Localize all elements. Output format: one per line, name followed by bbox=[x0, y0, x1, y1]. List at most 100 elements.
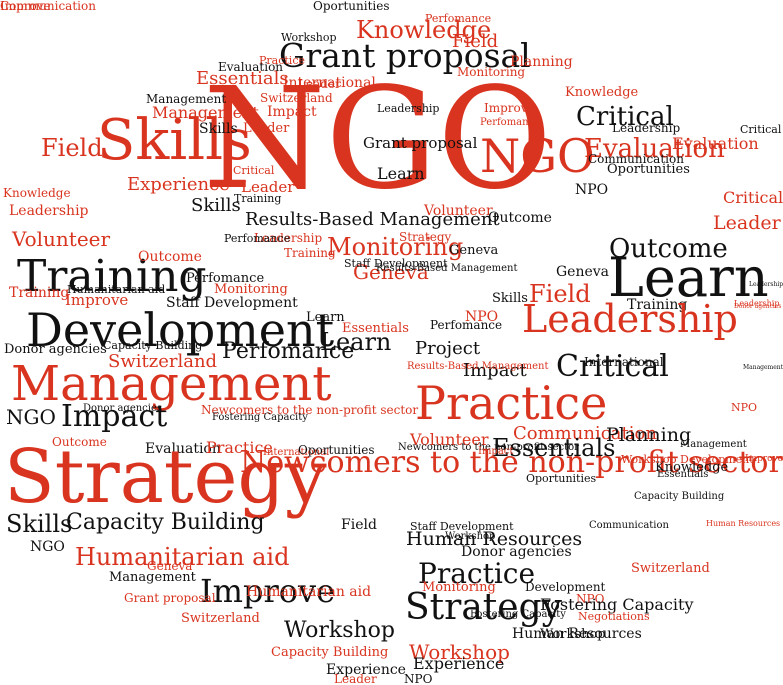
word-fostering-capacity-47: Fostering Capacity bbox=[212, 412, 308, 423]
word-evaluation-11: Evaluation bbox=[584, 134, 725, 164]
word-donor-agencies-122: Donor agencies bbox=[461, 544, 572, 560]
word-management-42: Management bbox=[11, 356, 332, 412]
word-learn-35: Learn bbox=[306, 310, 345, 325]
word-outcome-101: Outcome bbox=[609, 234, 728, 264]
word-perfomance-109: Perfomance bbox=[430, 318, 503, 332]
word-field-58: Field bbox=[341, 517, 377, 533]
word-leadership-148: Leadership bbox=[749, 281, 783, 288]
word-oportunities-52: Oportunities bbox=[298, 443, 375, 457]
word-donor-agencies-154: Donor agencies bbox=[734, 303, 782, 310]
word-geneva-86: Geneva bbox=[449, 243, 499, 258]
word-workshop-132: Workshop bbox=[540, 627, 606, 642]
word-essentials-119: Essentials bbox=[492, 434, 616, 462]
word-leadership-87: Leadership bbox=[254, 231, 323, 245]
word-leader-100: Leader bbox=[713, 212, 781, 234]
word-improve-137: Improve bbox=[745, 454, 783, 464]
word-impact-17: Impact bbox=[267, 104, 317, 120]
word-learn-13: Learn bbox=[377, 164, 425, 183]
word-npo-136: NPO bbox=[731, 401, 758, 414]
word-impact-147: Impact bbox=[478, 446, 514, 457]
word-capacity-building-66: Capacity Building bbox=[271, 645, 389, 660]
word-training-26: Training bbox=[17, 251, 207, 302]
word-newcomers-to-the-non-profit-sector-143: Newcomers to the non-profit sector bbox=[398, 442, 579, 453]
word-geneva-59: Geneva bbox=[147, 559, 193, 573]
word-development-124: Development bbox=[525, 580, 606, 594]
word-management-15: Management bbox=[146, 92, 227, 106]
word-evaluation-49: Evaluation bbox=[145, 441, 221, 457]
word-ngo-9: NGO bbox=[480, 129, 595, 183]
word-practice-115: Practice bbox=[415, 376, 608, 430]
word-newcomers-to-the-non-profit-sector-120: Newcomers to the non-profit sector bbox=[240, 445, 783, 480]
word-field-18: Field bbox=[41, 134, 103, 162]
word-human-resources-146: Human Resources bbox=[706, 519, 781, 528]
word-strategy-126: Strategy bbox=[405, 587, 562, 628]
word-volunteer-116: Volunteer bbox=[410, 430, 489, 449]
word-improve-76: Improve bbox=[484, 101, 535, 115]
word-npo-98: NPO bbox=[575, 182, 609, 198]
word-grant-proposal-12: Grant proposal bbox=[363, 134, 478, 152]
word-critical-10: Critical bbox=[576, 102, 674, 132]
word-leader-68: Leader bbox=[334, 672, 377, 685]
word-communication-117: Communication bbox=[513, 423, 657, 444]
word-essentials-5: Essentials bbox=[196, 68, 289, 89]
word-oportunities-142: Oportunities bbox=[526, 472, 597, 485]
word-training-30: Training bbox=[9, 285, 70, 301]
word-geneva-103: Geneva bbox=[556, 264, 610, 280]
word-outcome-82: Outcome bbox=[488, 210, 552, 226]
word-improve-61: Improve bbox=[200, 572, 336, 610]
word-practice-123: Practice bbox=[418, 557, 536, 590]
word-switzerland-40: Switzerland bbox=[108, 351, 218, 372]
word-strategy-85: Strategy bbox=[399, 230, 452, 244]
word-humanitarian-aid-63: Humanitarian aid bbox=[246, 584, 372, 600]
word-newcomers-to-the-non-profit-sector-46: Newcomers to the non-profit sector bbox=[201, 403, 419, 417]
word-results-based-management-80: Results-Based Management bbox=[245, 209, 500, 230]
word-outcome-48: Outcome bbox=[52, 435, 107, 449]
word-skills-1: Skills bbox=[97, 108, 252, 173]
word-communication-94: Communication bbox=[588, 152, 684, 166]
word-field-4: Field bbox=[452, 31, 499, 52]
word-leadership-24: Leadership bbox=[9, 203, 89, 219]
word-human-resources-133: Human Resources bbox=[512, 626, 642, 642]
word-critical-113: Critical bbox=[556, 349, 669, 384]
word-ngo-0: NGO bbox=[203, 58, 553, 221]
word-negotiations-128: Negotiations bbox=[578, 610, 650, 623]
word-monitoring-74: Monitoring bbox=[457, 65, 526, 79]
word-essentials-36: Essentials bbox=[342, 321, 409, 336]
word-monitoring-83: Monitoring bbox=[327, 233, 464, 261]
word-leadership-14: Leadership bbox=[377, 102, 440, 115]
word-grant-proposal-2: Grant proposal bbox=[279, 36, 531, 75]
word-capacity-building-39: Capacity Building bbox=[103, 339, 203, 352]
word-impact-112: Impact bbox=[463, 360, 527, 381]
word-results-based-management-152: Results-Based Management bbox=[407, 361, 549, 372]
word-npo-125: NPO bbox=[576, 592, 605, 606]
word-ngo-43: NGO bbox=[6, 405, 56, 429]
word-switzerland-64: Switzerland bbox=[181, 611, 260, 626]
word-improve-156: Improve bbox=[0, 0, 51, 13]
word-ngo-56: NGO bbox=[30, 539, 65, 555]
word-results-based-management-90: Results-Based Management bbox=[376, 263, 518, 274]
word-volunteer-81: Volunteer bbox=[424, 203, 493, 219]
word-geneva-84: Geneva bbox=[353, 260, 429, 284]
word-perfomance-28: Perfomance bbox=[186, 271, 265, 286]
word-donor-agencies-38: Donor agencies bbox=[4, 342, 107, 357]
word-perfomance-150: Perfomance bbox=[480, 117, 541, 128]
word-npo-131: NPO bbox=[404, 672, 433, 685]
word-communication-157: Communication bbox=[0, 0, 96, 13]
word-practice-50: Practice bbox=[206, 438, 273, 457]
word-monitoring-29: Monitoring bbox=[214, 282, 288, 297]
word-management-60: Management bbox=[109, 570, 196, 585]
word-monitoring-134: Monitoring bbox=[422, 580, 496, 595]
word-essentials-153: Essentials bbox=[657, 469, 709, 480]
word-training-106: Training bbox=[627, 297, 688, 313]
word-npo-108: NPO bbox=[465, 309, 499, 325]
word-critical-78: Critical bbox=[233, 164, 275, 177]
word-knowledge-23: Knowledge bbox=[3, 186, 71, 200]
word-international-111: International bbox=[584, 355, 664, 369]
word-strategy-53: Strategy bbox=[4, 434, 327, 520]
word-learn-102: Learn bbox=[608, 246, 769, 309]
word-management-16: Management bbox=[152, 103, 259, 122]
word-staff-development-33: Staff Development bbox=[166, 295, 298, 311]
word-experience-20: Experience bbox=[127, 174, 230, 195]
word-human-resources-121: Human Resources bbox=[406, 528, 583, 550]
